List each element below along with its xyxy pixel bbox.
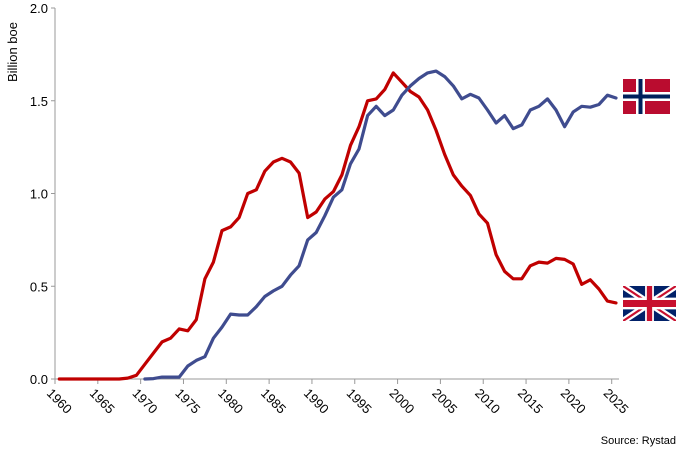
series-lines (57, 69, 618, 381)
x-tick-label: 1980 (215, 386, 246, 417)
axes: 0.0 0.5 1.0 1.5 2.0 1960 1965 1970 1975 1980 1985 1… (30, 1, 632, 417)
x-tick-label: 1995 (344, 386, 375, 417)
series-line-norway (143, 69, 618, 381)
x-tick-label: 2005 (429, 386, 460, 417)
x-tick-label: 2010 (472, 386, 503, 417)
series-line-uk (57, 71, 618, 381)
uk-flag (623, 286, 676, 321)
x-tick-label: 1985 (258, 386, 289, 417)
x-tick-label: 1970 (130, 386, 161, 417)
x-tick-label: 2020 (558, 386, 589, 417)
norway-flag (623, 79, 670, 114)
y-tick-label: 2.0 (30, 1, 48, 16)
x-tick-label: 2025 (601, 386, 632, 417)
x-tick-label: 2015 (515, 386, 546, 417)
x-tick-label: 1990 (301, 386, 332, 417)
x-tick-label: 1960 (44, 386, 75, 417)
y-axis-title: Billion boe (5, 22, 20, 82)
x-tick-label: 1975 (172, 386, 203, 417)
y-tick-label: 0.5 (30, 279, 48, 294)
x-tick-label: 2000 (386, 386, 417, 417)
source-note: Source: Rystad (601, 435, 676, 447)
x-tick-label: 1965 (87, 386, 118, 417)
y-tick-label: 0.0 (30, 372, 48, 387)
y-tick-label: 1.5 (30, 94, 48, 109)
y-tick-label: 1.0 (30, 187, 48, 202)
